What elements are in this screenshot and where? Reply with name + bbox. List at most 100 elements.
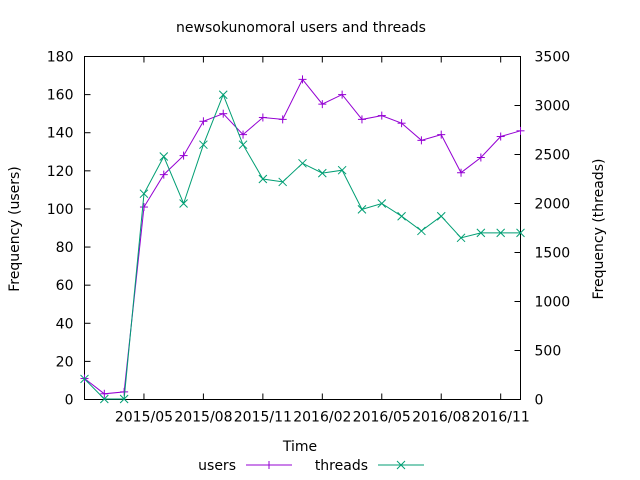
y-tick-label: 20 (56, 354, 74, 370)
x-tick-label: 2016/02 (293, 410, 351, 426)
series-threads-point-d2 (199, 140, 208, 150)
series-users-point (437, 130, 446, 139)
y-tick-label: 160 (47, 88, 74, 104)
y2-tick-label: 500 (535, 344, 562, 360)
y2-tick-label: 1000 (535, 295, 571, 311)
series-threads-point (238, 140, 248, 150)
series-users-point (179, 151, 188, 160)
y-tick-label: 180 (47, 50, 74, 66)
series-threads-point (476, 228, 486, 238)
series-threads-point (80, 374, 89, 384)
series-threads-point (436, 211, 446, 221)
y2-tick-label: 2000 (535, 197, 571, 213)
series-threads-point-d2 (238, 140, 248, 150)
series-users-point (496, 132, 505, 141)
plot-border (84, 56, 521, 400)
series-users (80, 75, 525, 398)
series-threads-point (278, 177, 288, 187)
y-axis-right: 0 500 1000 1500 2000 2500 3000 3500 (514, 50, 571, 409)
x-tick-label: 2016/05 (353, 410, 411, 426)
series-users-point (357, 115, 366, 124)
series-users-point (318, 100, 327, 109)
plot-frame (84, 56, 521, 400)
series-users-point (100, 389, 109, 398)
series-threads-point-d2 (516, 228, 525, 238)
y2-tick-label: 1500 (535, 246, 571, 262)
series-threads-point-d2 (417, 226, 426, 236)
y-tick-label: 140 (47, 126, 74, 142)
x-tick-label: 2016/08 (412, 410, 470, 426)
series-threads-point-d2 (476, 228, 486, 238)
series-threads-point (159, 152, 169, 161)
series-threads-point (496, 228, 506, 238)
series-threads-point (218, 90, 228, 100)
y-axis-label: Frequency (users) (7, 166, 23, 292)
x-axis-label: Time (282, 439, 317, 455)
series-threads-point-d2 (80, 374, 89, 384)
series-users-point (239, 130, 248, 139)
series-users-point (516, 126, 525, 135)
series-users-point (397, 119, 406, 128)
series-threads-point-d2 (139, 189, 149, 199)
y2-tick-label: 3000 (535, 99, 571, 115)
series-threads-point (417, 226, 426, 236)
series-threads-point-d2 (377, 199, 387, 208)
series-threads-point (179, 199, 188, 208)
y-tick-label: 0 (65, 393, 74, 409)
y-tick-label: 120 (47, 164, 74, 180)
series-threads-line (84, 93, 521, 400)
legend-marker-users (265, 461, 273, 469)
series-users-point (139, 203, 148, 212)
series-threads-point (516, 228, 525, 238)
y-tick-label: 80 (56, 240, 74, 256)
legend: users threads (198, 458, 424, 474)
series-threads-point-d2 (179, 199, 188, 208)
legend-marker-threads (396, 460, 406, 470)
x-tick-label: 2015/08 (174, 410, 232, 426)
legend-entry-threads: threads (315, 458, 424, 474)
series-threads-point-d2 (357, 205, 367, 214)
series-threads-point-d2 (119, 394, 129, 404)
series-threads-point (258, 174, 268, 184)
series-threads-point-d2 (496, 228, 506, 238)
y-tick-label: 40 (56, 316, 74, 332)
series-users-point (219, 109, 228, 118)
series-threads (80, 90, 525, 404)
y2-tick-label: 2500 (535, 148, 571, 164)
y2-axis-label: Frequency (threads) (591, 159, 607, 300)
series-threads-point (337, 165, 347, 175)
y-tick-label: 100 (47, 202, 74, 218)
legend-label-users: users (198, 458, 236, 474)
y2-tick-label: 3500 (535, 50, 571, 66)
series-users-point (457, 168, 466, 177)
series-threads-point-d2 (397, 211, 406, 221)
series-threads-point (119, 394, 129, 404)
series-threads-point (317, 168, 327, 178)
series-threads-point-d2 (436, 211, 446, 221)
series-users-point (159, 170, 168, 179)
series-users-point (278, 115, 287, 124)
series-threads-point (199, 140, 208, 150)
series-threads-point-d2 (337, 165, 347, 175)
legend-marker-threads-d2 (396, 460, 406, 470)
series-threads-point (99, 394, 109, 404)
series-users-point (298, 75, 307, 84)
series-threads-point-d2 (278, 177, 288, 187)
series-threads-point-d2 (298, 158, 307, 168)
legend-entry-users: users (198, 458, 292, 474)
series-users-line (84, 78, 521, 395)
series-layer (80, 75, 525, 404)
series-threads-point-d2 (218, 90, 228, 100)
x-tick-label: 2015/11 (234, 410, 292, 426)
series-threads-point (298, 158, 307, 168)
series-threads-point (357, 205, 367, 214)
series-users-point (377, 111, 386, 120)
series-threads-point-d2 (99, 394, 109, 404)
y-axis-left: 0 20 40 60 80 100 120 140 160 180 (47, 50, 91, 409)
series-threads-point (397, 211, 406, 221)
x-tick-label: 2016/11 (472, 410, 530, 426)
chart-title: newsokunomoral users and threads (176, 20, 426, 36)
x-tick-label: 2015/05 (115, 410, 173, 426)
series-users-point (417, 136, 426, 145)
